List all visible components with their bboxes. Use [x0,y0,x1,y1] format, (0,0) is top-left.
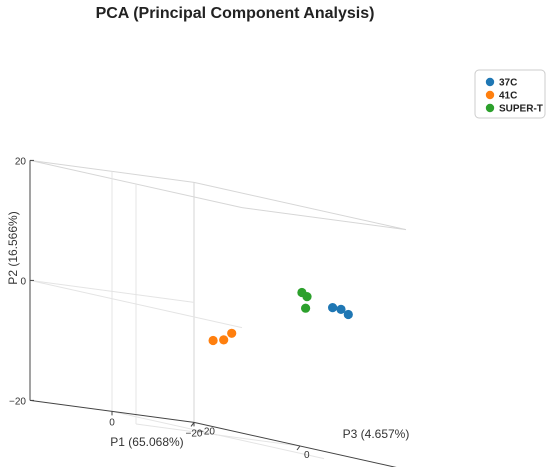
data-point-37c [343,309,353,320]
data-point-41c [219,335,229,345]
x-tick-label: 0 [109,417,115,428]
legend-label: SUPER-T [499,104,543,115]
y-axis-label: P2 (16.566%) [6,211,20,284]
legend: 37C 41C SUPER-T [474,69,546,119]
z-tick-label: −20 [198,426,215,437]
z-tick-mark [190,422,195,427]
z-tick-mark [296,445,301,451]
legend-items: 37C 41C SUPER-T [485,77,543,115]
z-axis-label: P3 (4.657%) [343,427,410,441]
data-point-layer [208,287,353,346]
data-point-super-t [301,303,311,313]
grid-line [111,410,325,460]
data-point-41c [208,335,218,346]
z-tick-label: 0 [304,450,310,461]
legend-marker [485,90,495,100]
y-tick-label: 20 [15,156,27,167]
legend-marker [485,77,495,87]
tick-label-layer: 200−20−200200−20 [9,156,310,461]
y-tick-label: −20 [9,396,26,407]
x-tick-label: −20 [186,428,203,439]
x-axis-label: P1 (65.068%) [110,435,183,449]
data-point-37c [336,304,346,314]
legend-marker [485,103,495,113]
data-point-41c [227,328,237,338]
chart-title: PCA (Principal Component Analysis) [95,5,375,22]
legend-label: 41C [499,91,517,102]
pane-edge [193,181,407,231]
data-point-super-t [302,292,312,302]
y-tick-label: 0 [20,276,26,287]
data-point-37c [328,303,338,313]
pane-edge [241,207,407,231]
grid-layer [29,159,407,460]
legend-label: 37C [499,78,517,89]
